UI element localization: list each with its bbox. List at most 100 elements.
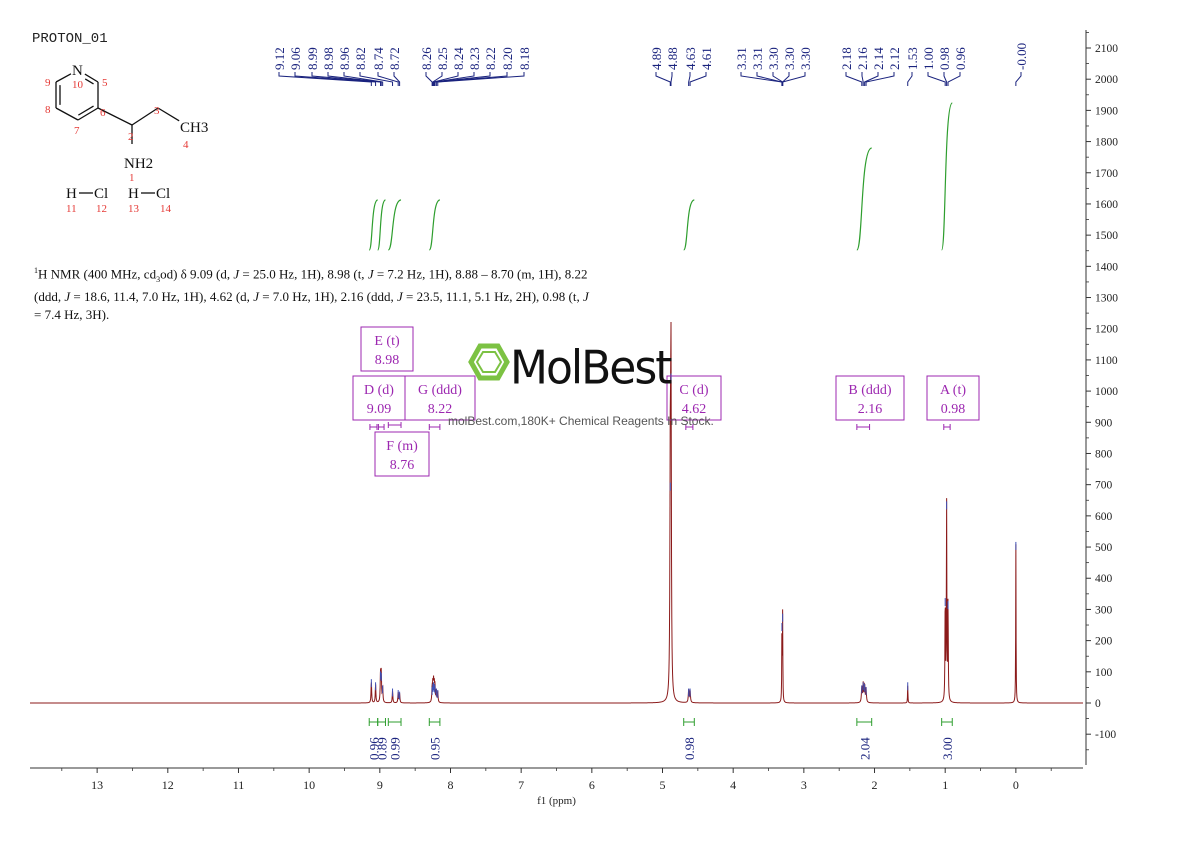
- multiplet-shift: 2.16: [858, 402, 883, 417]
- atom-number: 4: [183, 139, 189, 151]
- y-tick-label: -100: [1095, 729, 1116, 741]
- molecule-bond: [55, 107, 79, 121]
- peak-label: 3.30: [782, 47, 797, 70]
- peak-label-leader: [907, 72, 913, 86]
- description-part: J: [367, 266, 374, 282]
- integral-bracket: [387, 718, 402, 726]
- description-part: od) δ 9.09 (d,: [160, 266, 234, 282]
- atom-number: 5: [102, 77, 108, 89]
- peak-label-leader: [845, 72, 863, 86]
- multiplet-box: [352, 375, 406, 421]
- integral-bracket: [428, 718, 441, 726]
- atom-number: 3: [154, 105, 160, 117]
- multiplet-box: [926, 375, 980, 421]
- peak-label: 1.53: [905, 47, 920, 70]
- peak-label-leader: [782, 72, 790, 86]
- x-tick-label: 6: [589, 778, 595, 792]
- y-tick-label: 1600: [1095, 199, 1118, 211]
- atom-number: 10: [72, 79, 84, 91]
- x-tick-label: 9: [377, 778, 383, 792]
- integral-value: 3.00: [940, 737, 955, 760]
- multiplet-shift: 8.98: [375, 353, 400, 368]
- description-part: = 23.5, 11.1, 5.1 Hz, 2H), 0.98 (t,: [402, 289, 583, 305]
- molecule-bond: [55, 73, 72, 83]
- integral-curve: [856, 147, 873, 251]
- molecule-double-bond: [78, 105, 94, 116]
- peak-label-leader: [294, 72, 377, 86]
- description-part: H NMR (400 MHz, cd: [38, 266, 157, 282]
- peak-label-leader: [688, 72, 691, 86]
- description-part: = 7.0 Hz, 1H), 2.16 (ddd,: [258, 289, 398, 305]
- y-tick-label: 1400: [1095, 261, 1118, 273]
- atom-label: Cl: [156, 186, 170, 202]
- atom-number: 6: [100, 107, 106, 119]
- peak-label: 2.18: [839, 47, 854, 70]
- description-part: = 25.0 Hz, 1H), 8.98 (t,: [239, 266, 368, 282]
- y-tick-label: 1800: [1095, 137, 1118, 149]
- x-tick-label: 12: [162, 778, 174, 792]
- multiplet-shift: 9.09: [367, 402, 392, 417]
- molecule-double-bond: [84, 78, 94, 85]
- peak-label: 8.99: [305, 47, 320, 70]
- multiplet-box: [835, 375, 905, 421]
- atom-label: H: [128, 186, 139, 202]
- y-tick-label: 200: [1095, 636, 1113, 648]
- peak-label: 8.96: [337, 47, 352, 70]
- description-part: 3: [156, 274, 161, 284]
- peak-label-leader: [756, 72, 783, 86]
- peak-label: 8.18: [517, 47, 532, 70]
- atom-number: 11: [66, 203, 77, 215]
- watermark-brand: MolBest: [510, 341, 673, 396]
- peak-label-leader: [327, 72, 382, 86]
- y-tick-label: 100: [1095, 667, 1113, 679]
- watermark: MolBest molBest.com,180K+ Chemical Reage…: [448, 338, 752, 438]
- peak-label: 8.20: [500, 47, 515, 70]
- integral-bracket: [856, 718, 873, 726]
- integral-curve: [428, 199, 441, 251]
- atom-label: CH3: [180, 120, 208, 136]
- integral-curve: [941, 102, 953, 251]
- multiplet-label: B (ddd): [848, 383, 892, 398]
- peak-label: 0.96: [953, 47, 968, 70]
- peak-label: 8.24: [451, 47, 466, 70]
- integral-bracket: [941, 718, 953, 726]
- peak-label: 8.74: [371, 47, 386, 70]
- peak-label: 4.61: [699, 47, 714, 70]
- peak-label-leader: [437, 72, 525, 86]
- multiplet-label: F (m): [386, 439, 418, 454]
- x-tick-label: 11: [233, 778, 245, 792]
- integral-value: 0.89: [375, 737, 390, 760]
- y-tick-label: 1100: [1095, 355, 1118, 367]
- description-part: = 7.2 Hz, 1H), 8.88 – 8.70 (m, 1H), 8.22…: [34, 266, 588, 305]
- multiplet-range: [369, 424, 378, 430]
- y-tick-label: 1000: [1095, 386, 1118, 398]
- x-tick-label: 0: [1013, 778, 1019, 792]
- peak-label-leader: [433, 72, 459, 86]
- peak-label: 8.22: [483, 47, 498, 70]
- peak-label: 3.31: [750, 47, 765, 70]
- integral-value: 0.95: [428, 737, 443, 760]
- multiplet-label: D (d): [364, 383, 394, 398]
- atom-number: 13: [128, 203, 140, 215]
- integral-value: 0.99: [388, 737, 403, 760]
- peak-label: 4.63: [683, 47, 698, 70]
- peak-label-leader: [861, 72, 864, 86]
- atom-number: 1: [129, 172, 135, 184]
- peak-label: 8.82: [353, 47, 368, 70]
- peak-label-leader: [943, 72, 948, 86]
- peak-label-leader: [947, 72, 961, 86]
- y-tick-label: 0: [1095, 698, 1101, 710]
- y-tick-label: 1500: [1095, 230, 1118, 242]
- peak-label-leader: [864, 72, 879, 86]
- peak-label-leader: [655, 72, 671, 86]
- integral-bracket: [683, 718, 695, 726]
- multiplet-label: E (t): [374, 334, 400, 349]
- description-part: 1: [34, 266, 38, 275]
- description-part: J: [397, 289, 403, 305]
- peak-label: 4.89: [649, 47, 664, 70]
- y-tick-label: 900: [1095, 417, 1113, 429]
- y-tick-label: 1700: [1095, 168, 1118, 180]
- y-tick-label: 2000: [1095, 74, 1118, 86]
- multiplet-shift: 0.98: [941, 402, 966, 417]
